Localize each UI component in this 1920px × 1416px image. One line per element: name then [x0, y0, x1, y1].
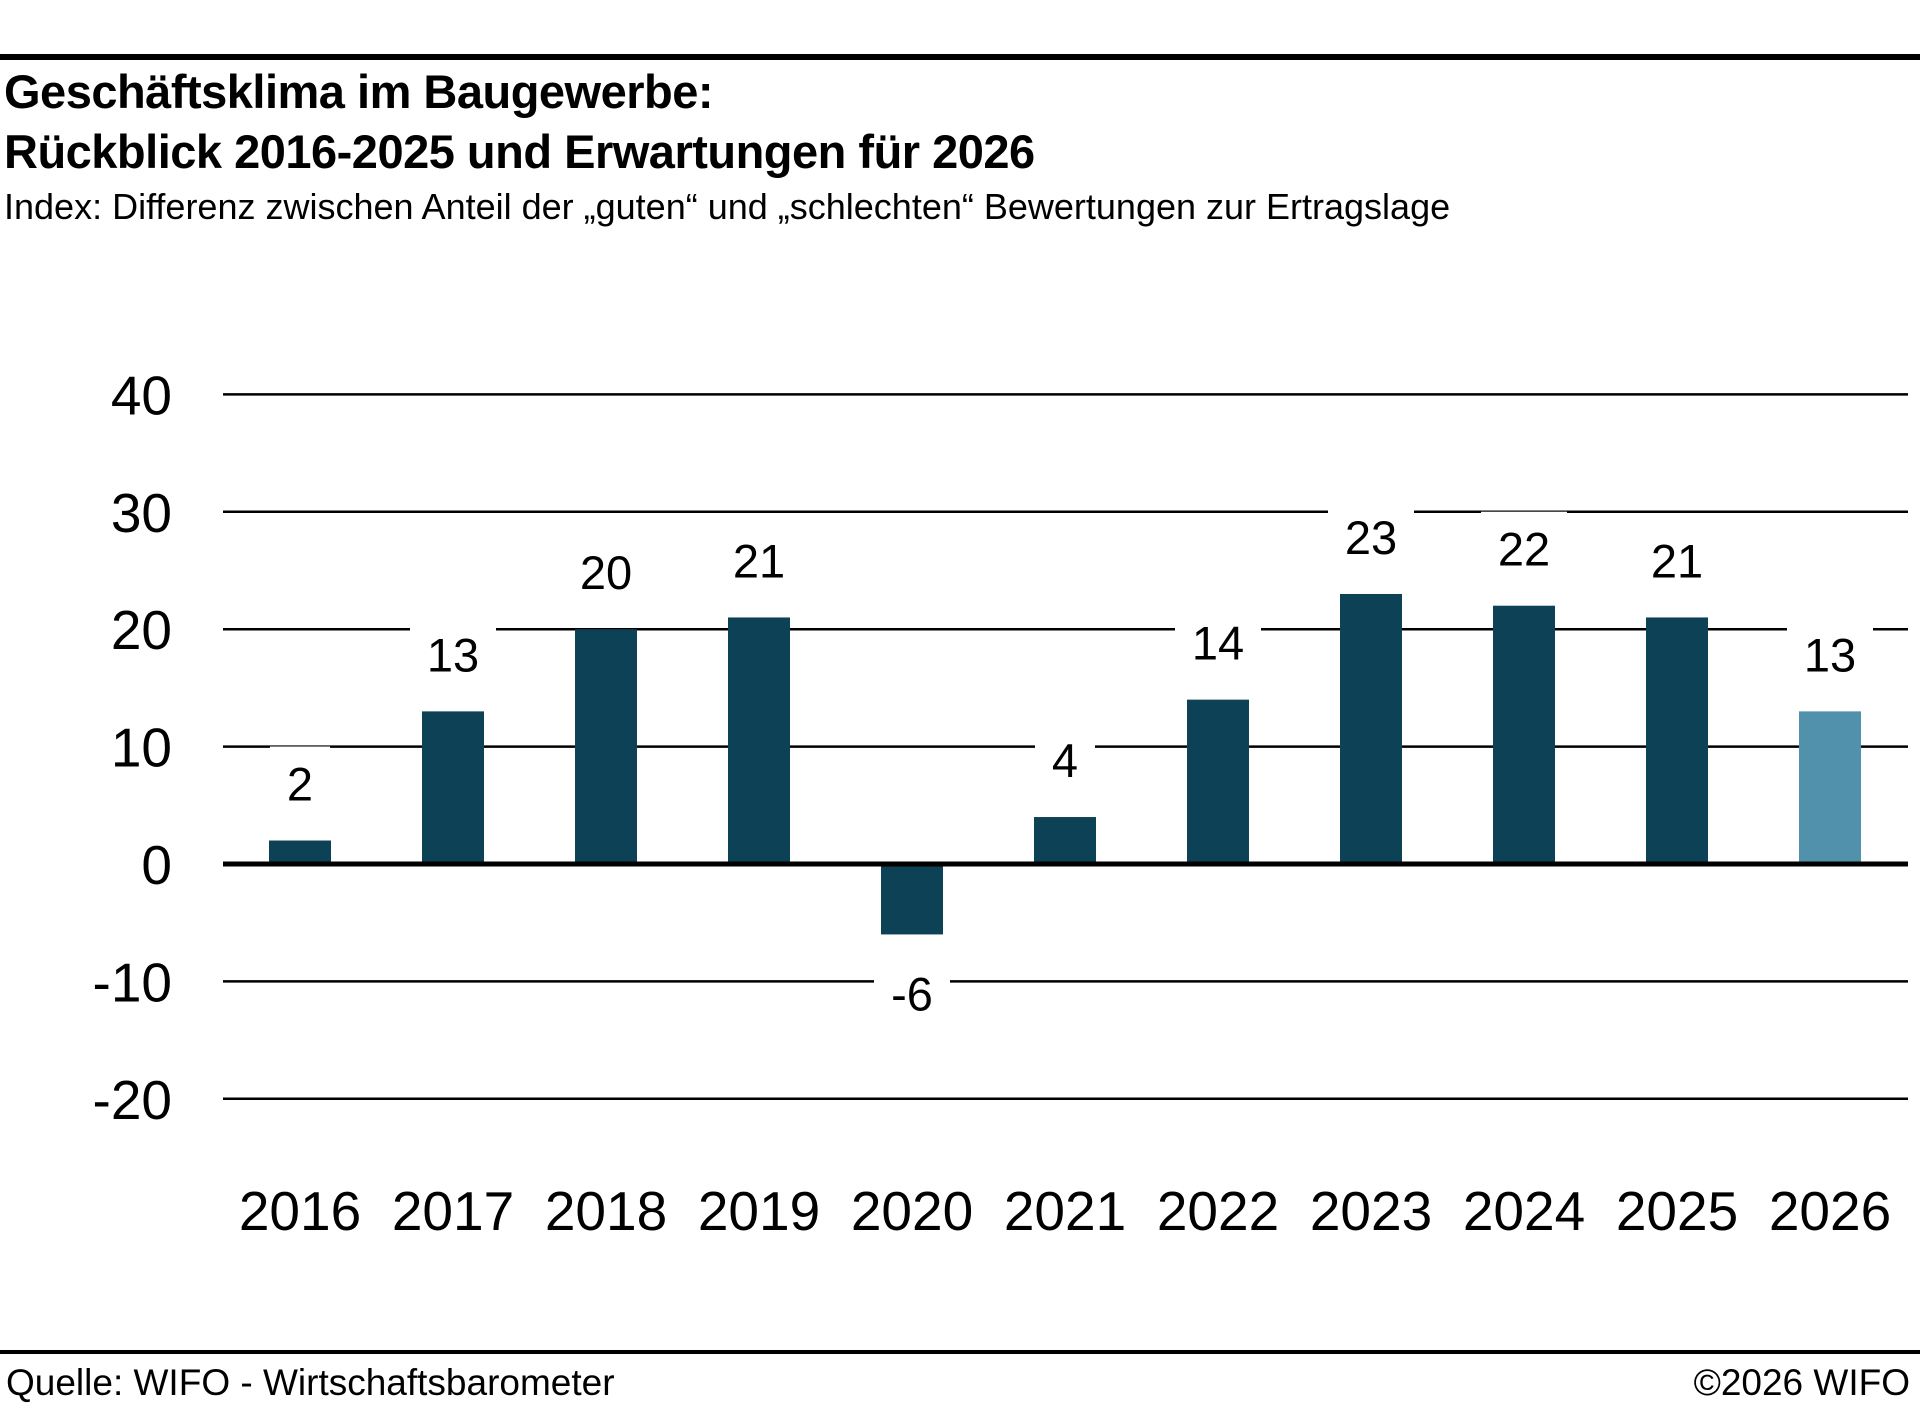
bar-2025	[1646, 617, 1708, 864]
bar-2021	[1034, 817, 1096, 864]
y-axis-label--10: -10	[93, 951, 173, 1013]
bar-2023	[1340, 593, 1402, 864]
value-label-halo-2016	[270, 746, 330, 815]
value-label-halo-2022	[1175, 605, 1261, 674]
x-axis-label-2023: 2023	[1310, 1180, 1432, 1242]
x-axis-label-2024: 2024	[1463, 1180, 1585, 1242]
value-label-halo-2026	[1787, 617, 1873, 686]
value-label-2023: 23	[1345, 511, 1397, 564]
value-label-2025: 21	[1651, 534, 1703, 587]
top-divider	[0, 54, 1920, 60]
x-axis-label-2021: 2021	[1004, 1180, 1126, 1242]
bar-2016	[269, 840, 331, 864]
bar-2019	[728, 617, 790, 864]
value-label-halo-2025	[1634, 523, 1720, 592]
title-line-1: Geschäftsklima im Baugewerbe:	[4, 65, 714, 118]
x-axis-label-2016: 2016	[239, 1180, 361, 1242]
bar-2026	[1799, 711, 1861, 864]
bar-2018	[575, 629, 637, 864]
title-line-2: Rückblick 2016-2025 und Erwartungen für …	[4, 125, 1035, 178]
bar-2022	[1187, 699, 1249, 864]
chart-title: Geschäftsklima im Baugewerbe: Rückblick …	[4, 62, 1035, 182]
y-axis-label-20: 20	[111, 599, 172, 661]
bar-2017	[422, 711, 484, 864]
bar-2020	[881, 864, 943, 935]
value-label-halo-2021	[1035, 723, 1095, 792]
x-axis-label-2025: 2025	[1616, 1180, 1738, 1242]
y-axis-label-0: 0	[141, 834, 172, 896]
value-label-2022: 14	[1192, 617, 1244, 670]
x-axis-label-2020: 2020	[851, 1180, 973, 1242]
value-label-2020: -6	[891, 967, 933, 1020]
y-axis-label-40: 40	[111, 364, 172, 426]
value-label-halo-2023	[1328, 499, 1414, 568]
value-label-halo-2024	[1481, 511, 1567, 580]
bar-2024	[1493, 605, 1555, 864]
value-label-halo-2018	[563, 535, 649, 604]
value-label-2026: 13	[1804, 628, 1856, 681]
value-label-2018: 20	[580, 546, 632, 599]
chart-subtitle: Index: Differenz zwischen Anteil der „gu…	[4, 186, 1451, 227]
x-axis-label-2026: 2026	[1769, 1180, 1891, 1242]
x-axis-label-2022: 2022	[1157, 1180, 1279, 1242]
value-label-halo-2019	[716, 523, 802, 592]
value-label-2024: 22	[1498, 523, 1550, 576]
value-label-halo-2017	[410, 617, 496, 686]
y-axis-label-10: 10	[111, 717, 172, 779]
y-axis-label-30: 30	[111, 482, 172, 544]
value-label-2016: 2	[287, 758, 313, 811]
footer-divider	[0, 1350, 1920, 1354]
value-label-halo-2020	[874, 956, 950, 1025]
x-axis-label-2017: 2017	[392, 1180, 514, 1242]
x-axis-label-2019: 2019	[698, 1180, 820, 1242]
copyright-note: ©2026 WIFO	[1693, 1362, 1910, 1403]
value-label-2017: 13	[427, 628, 479, 681]
source-note: Quelle: WIFO - Wirtschaftsbarometer	[6, 1362, 615, 1403]
value-label-2019: 21	[733, 534, 785, 587]
x-axis-label-2018: 2018	[545, 1180, 667, 1242]
y-axis-label--20: -20	[93, 1069, 173, 1131]
value-label-2021: 4	[1052, 734, 1078, 787]
